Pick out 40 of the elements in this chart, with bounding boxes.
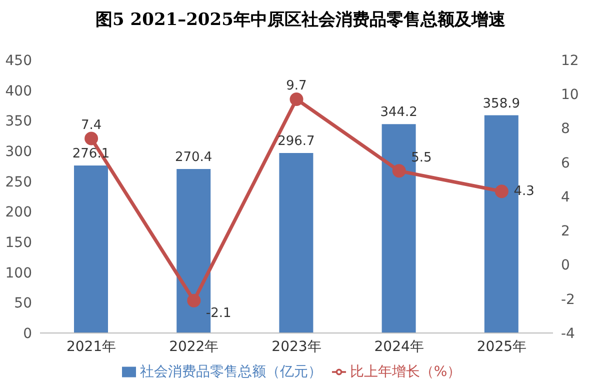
y-tick-label: 150 (5, 234, 32, 251)
y2-tick-label: 6 (561, 155, 570, 172)
x-tick-label: 2025年 (476, 338, 527, 355)
point (494, 184, 508, 198)
bar (74, 166, 108, 333)
y-tick-label: 300 (5, 144, 32, 160)
y-tick-label: 400 (5, 83, 32, 100)
y2-tick-label: 12 (561, 52, 579, 69)
data-label: 270.4 (174, 150, 212, 165)
y-tick-label: 450 (5, 52, 32, 69)
y-tick-label: 0 (23, 326, 32, 342)
y2-tick-label: 4 (561, 189, 570, 206)
x-tick-label: 2022年 (169, 338, 219, 355)
data-label: 358.9 (482, 96, 520, 112)
y2-tick-label: 8 (561, 121, 570, 138)
y2-tick-label: 0 (561, 258, 570, 274)
x-tick-label: 2023年 (272, 338, 322, 355)
y-tick-label: 350 (5, 114, 32, 130)
point (187, 294, 201, 308)
y-tick-label: 200 (5, 204, 32, 221)
data-label: 7.4 (80, 118, 102, 133)
chart-title: 图5 2021–2025年中原区社会消费品零售总额及增速 (94, 9, 506, 32)
legend-label: 比上年增长（%） (350, 364, 462, 380)
point (392, 164, 406, 178)
x-tick-label: 2024年 (374, 338, 424, 355)
bar (279, 153, 314, 333)
point (290, 92, 304, 106)
legend-label: 社会消费品零售总额（亿元） (140, 364, 322, 380)
data-label: 344.2 (380, 105, 418, 120)
point (84, 132, 98, 146)
y2-tick-label: -4 (561, 326, 576, 342)
data-label: 296.7 (278, 134, 315, 149)
y2-tick-label: 2 (561, 224, 570, 240)
y-tick-label: 50 (14, 296, 32, 312)
y-tick-label: 250 (5, 174, 32, 190)
y2-tick-label: -2 (561, 292, 575, 308)
x-tick-label: 2021年 (66, 338, 116, 355)
y2-tick-label: 10 (561, 87, 579, 104)
y-tick-label: 100 (5, 265, 32, 282)
data-label: 9.7 (286, 78, 307, 94)
